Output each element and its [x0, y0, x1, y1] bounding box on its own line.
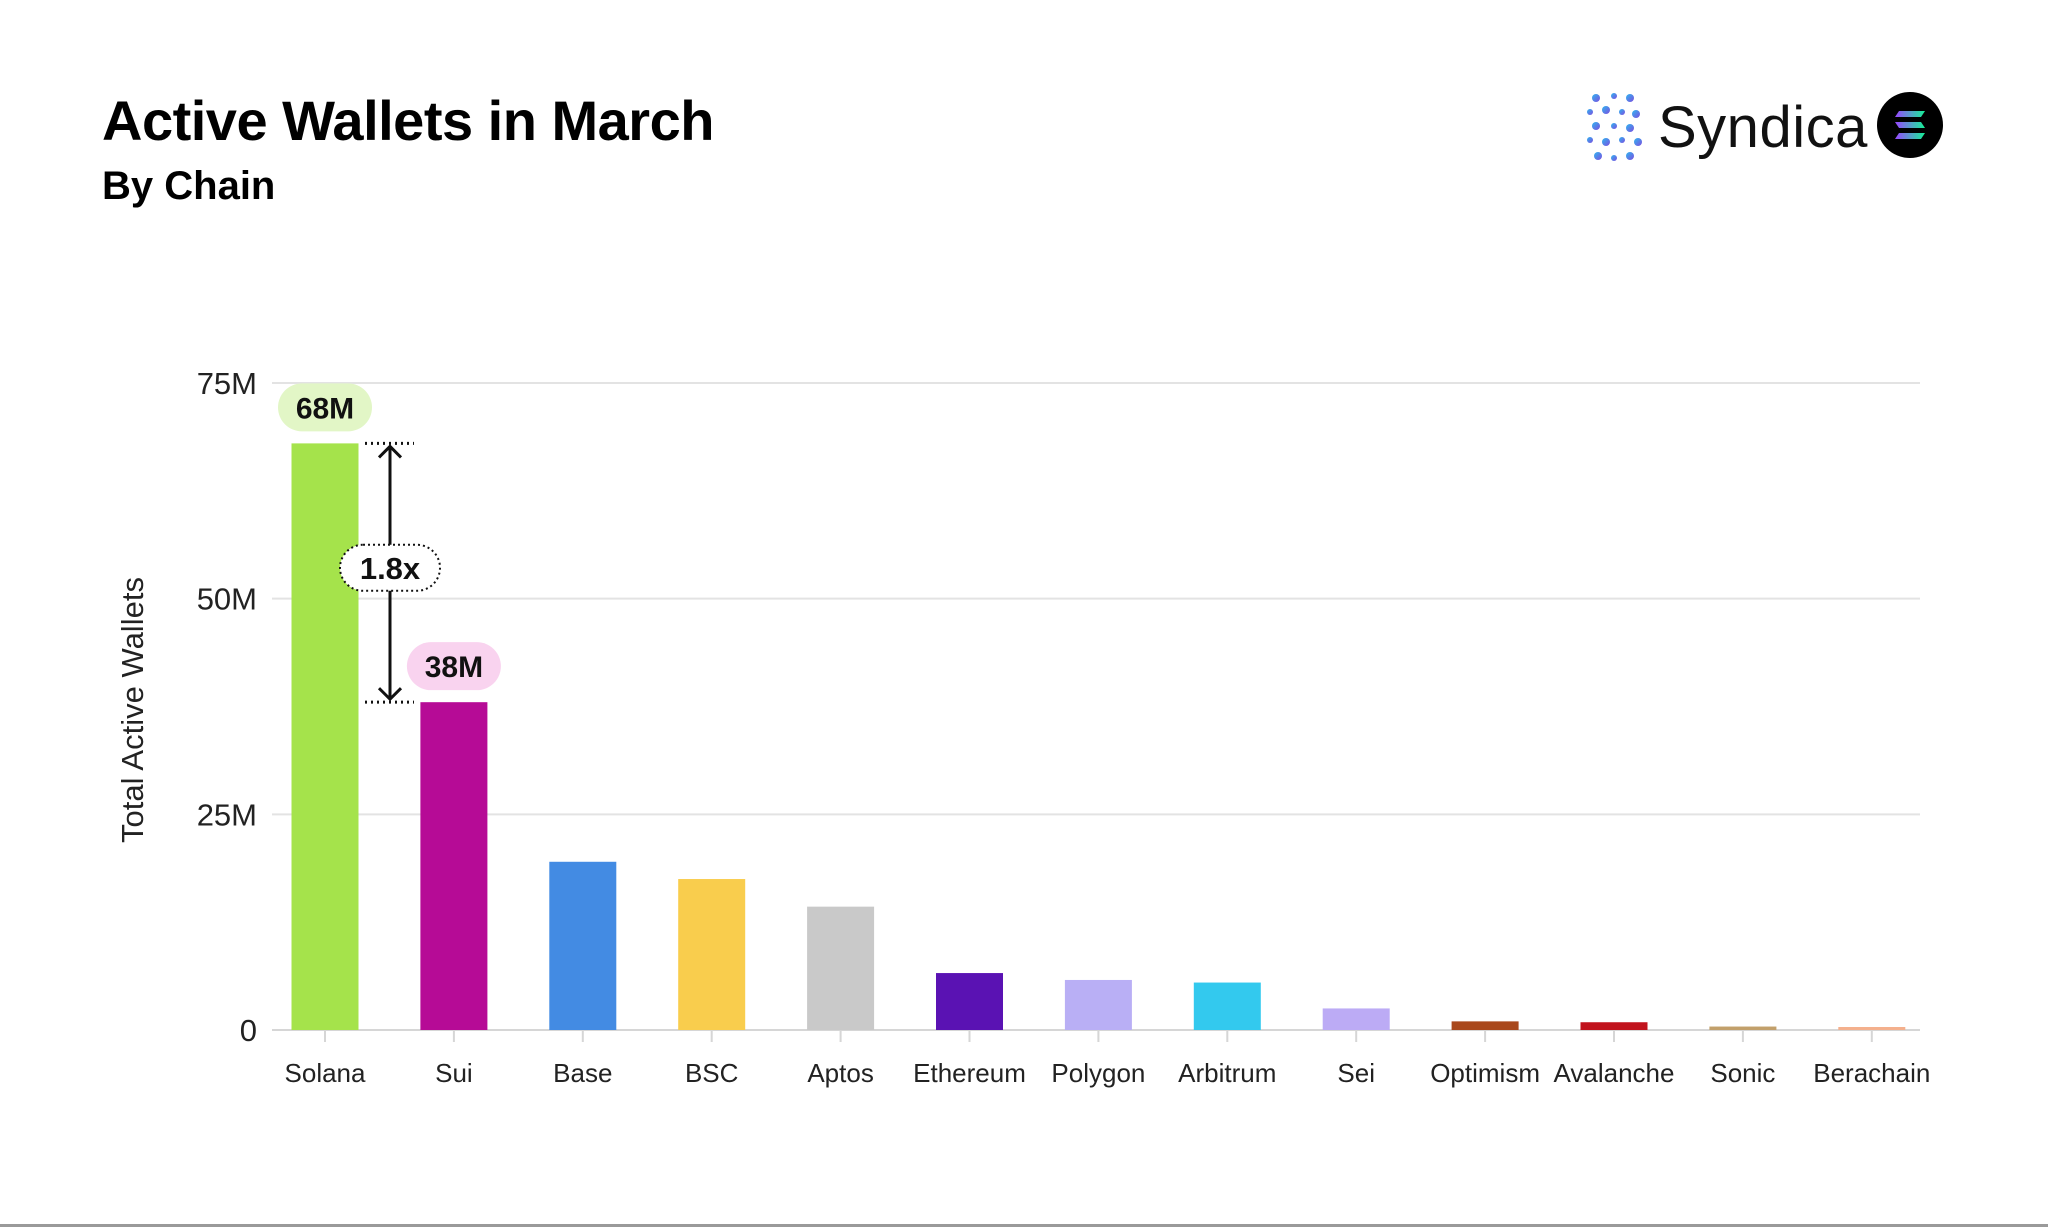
- syndica-dots-icon: [1587, 93, 1642, 161]
- data-label: 68M: [296, 392, 354, 425]
- x-tick-label: Sonic: [1710, 1058, 1775, 1088]
- y-tick-label: 50M: [197, 582, 257, 617]
- bar-avalanche: [1580, 1022, 1648, 1030]
- y-tick-label: 75M: [197, 366, 257, 401]
- x-tick-label: Avalanche: [1554, 1058, 1675, 1088]
- bar-sei: [1322, 1008, 1390, 1030]
- bar-aptos: [807, 906, 875, 1030]
- bar-berachain: [1838, 1027, 1906, 1030]
- x-tick-label: Berachain: [1813, 1058, 1930, 1088]
- data-label: 38M: [425, 651, 483, 684]
- annotation-badge: [339, 543, 441, 592]
- bar-solana: [291, 443, 359, 1030]
- bar-sui: [420, 702, 488, 1030]
- bar-sonic: [1709, 1026, 1777, 1030]
- annotation-label: 1.8x: [360, 551, 421, 586]
- y-tick-label: 0: [240, 1013, 257, 1048]
- x-tick-label: Base: [553, 1058, 612, 1088]
- bar-ethereum: [936, 973, 1003, 1030]
- y-tick-label: 25M: [197, 797, 257, 832]
- x-tick-label: Ethereum: [913, 1058, 1026, 1088]
- x-tick-label: Solana: [285, 1058, 366, 1088]
- solana-icon: [1877, 92, 1943, 158]
- annotation-arrowhead-down: [377, 687, 403, 702]
- x-tick-label: Polygon: [1051, 1058, 1145, 1088]
- y-axis-label: Total Active Wallets: [115, 577, 150, 843]
- x-tick-label: BSC: [685, 1058, 738, 1088]
- data-label-pill: [406, 642, 501, 691]
- bar-bsc: [678, 879, 746, 1030]
- bar-polygon: [1064, 979, 1132, 1030]
- brand-logo: Syndica: [1586, 92, 1868, 162]
- x-tick-label: Sei: [1337, 1058, 1375, 1088]
- x-tick-label: Optimism: [1430, 1058, 1540, 1088]
- chart-title: Active Wallets in March: [102, 89, 714, 152]
- chart-subtitle: By Chain: [102, 164, 276, 208]
- bar-arbitrum: [1193, 982, 1261, 1030]
- brand-name: Syndica: [1658, 94, 1868, 160]
- annotation-arrowhead-up: [377, 444, 403, 459]
- x-tick-label: Sui: [435, 1058, 473, 1088]
- bar-optimism: [1451, 1021, 1519, 1030]
- x-tick-label: Aptos: [807, 1058, 874, 1088]
- x-tick-label: Arbitrum: [1178, 1058, 1276, 1088]
- data-label-pill: [278, 383, 372, 432]
- bottom-divider: [0, 1224, 2048, 1227]
- bar-base: [549, 861, 617, 1030]
